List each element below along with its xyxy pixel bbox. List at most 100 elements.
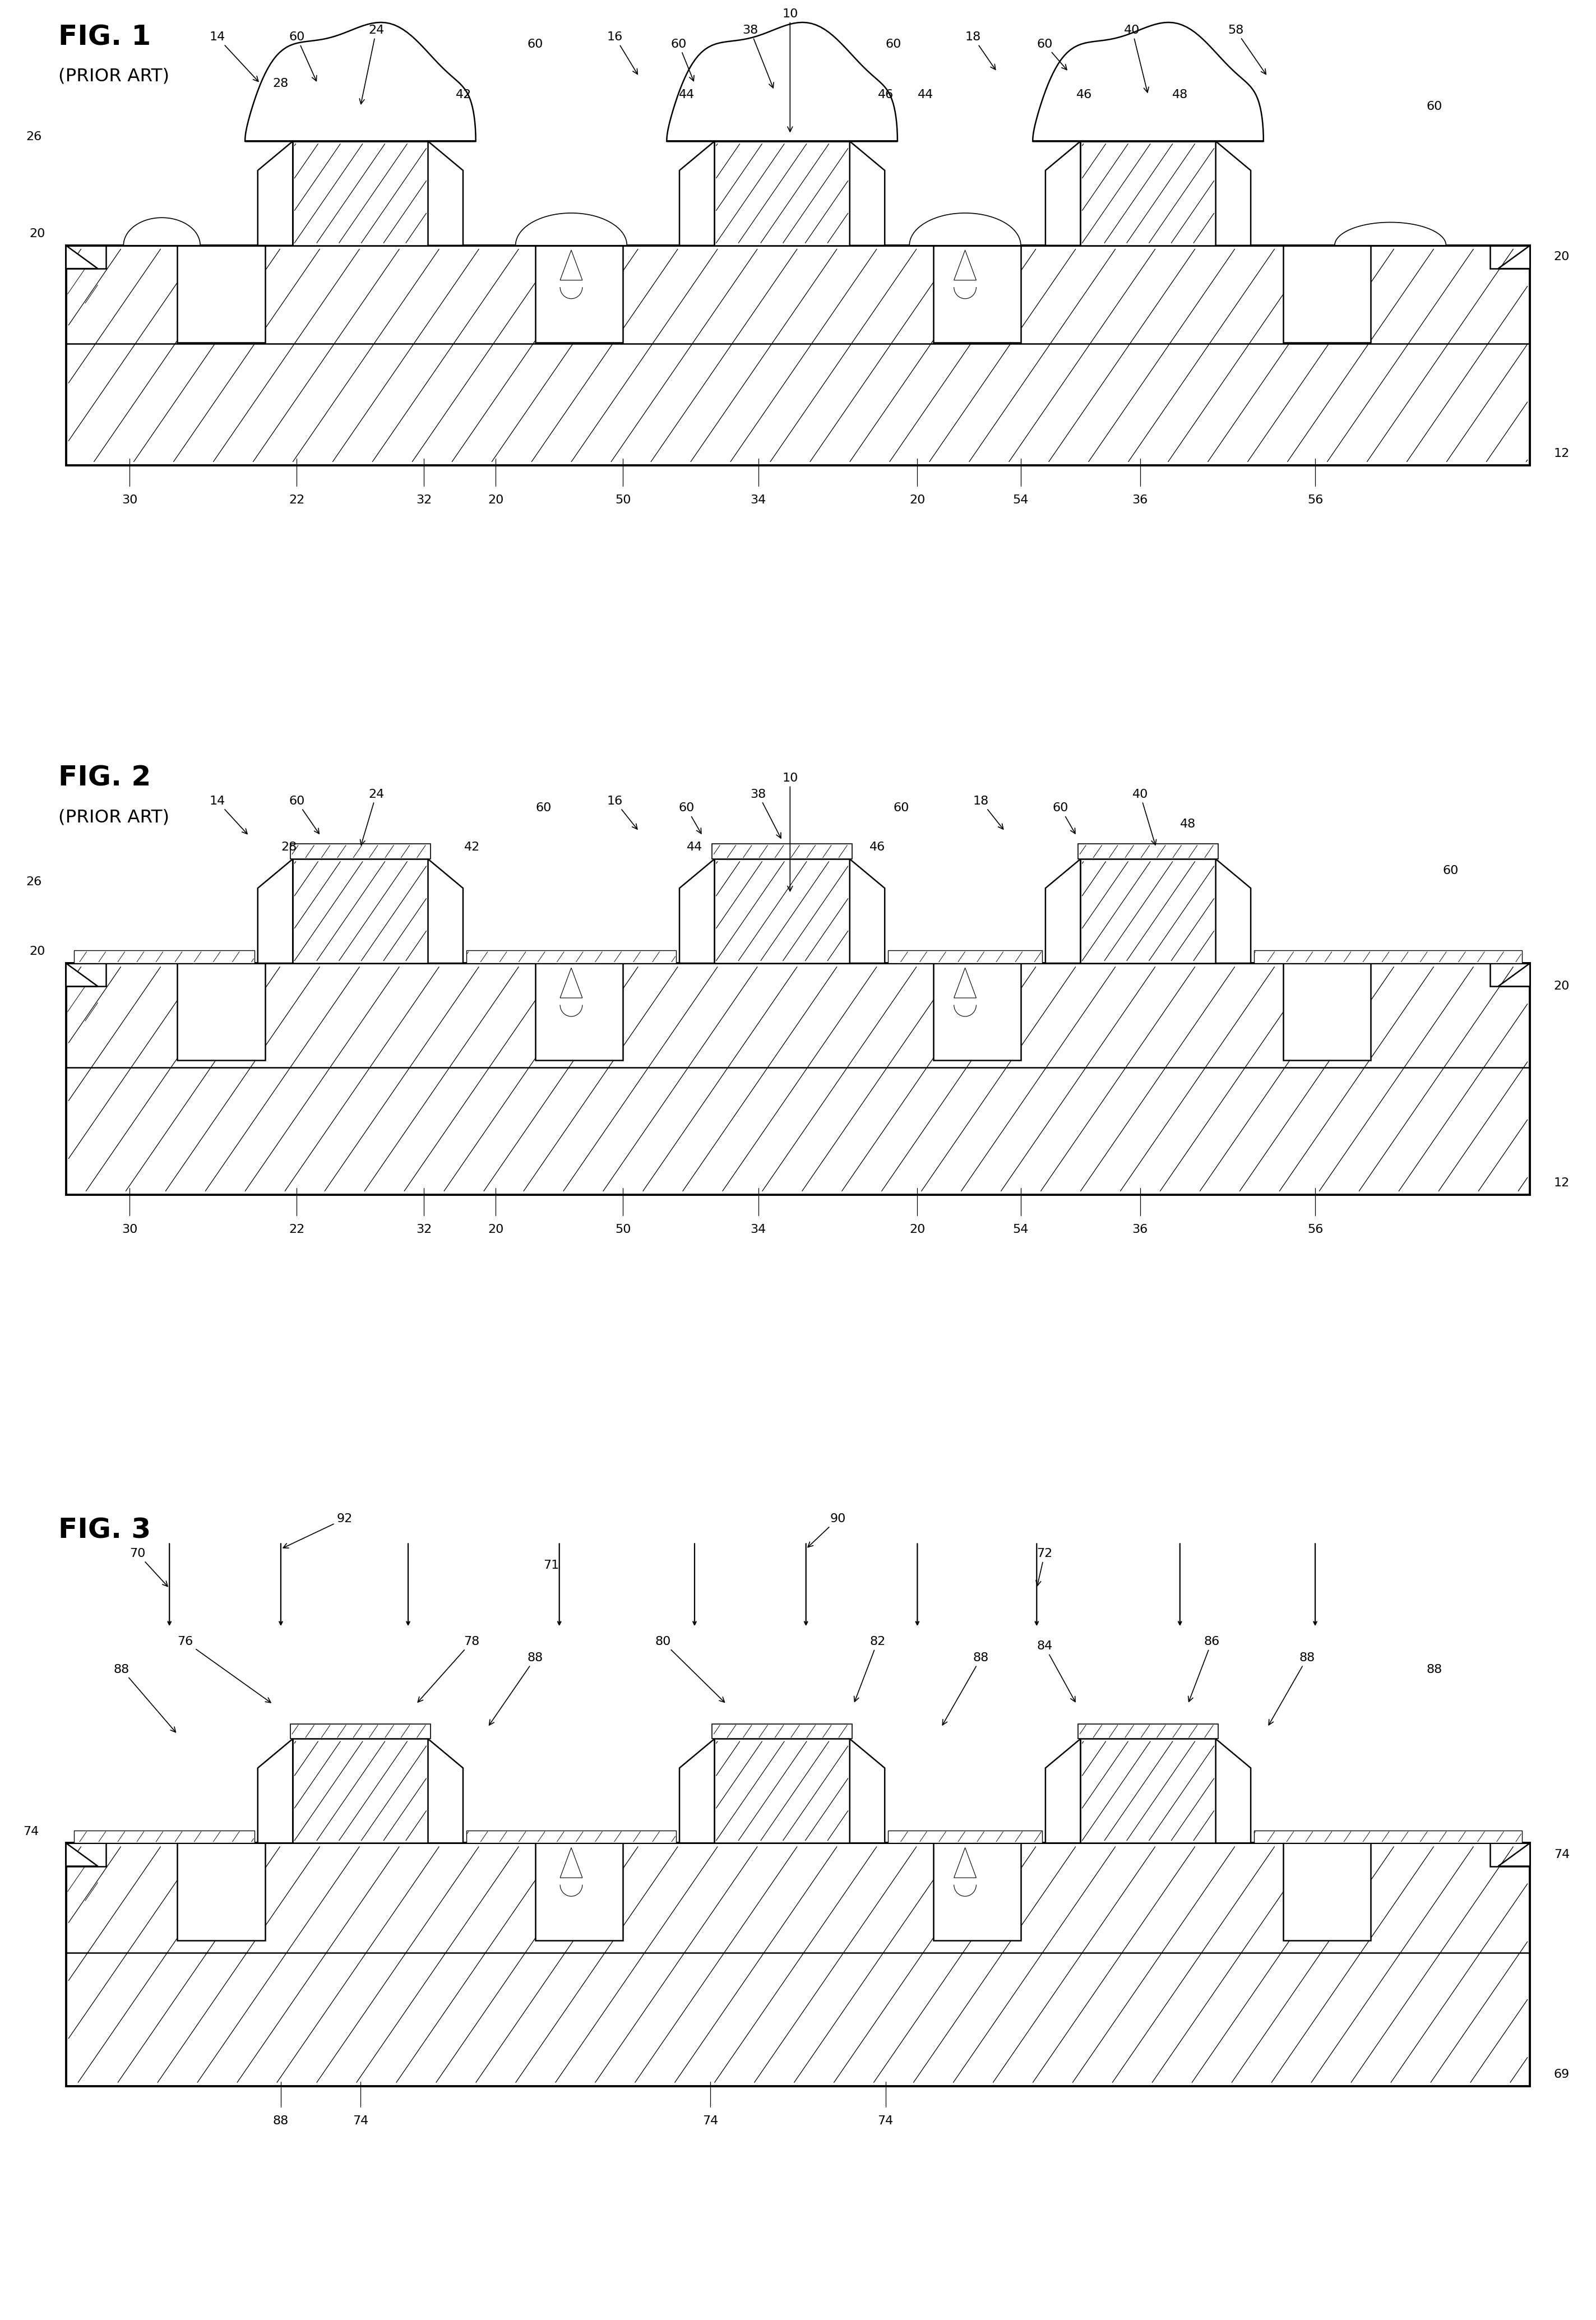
- Text: 16: 16: [606, 796, 637, 828]
- Polygon shape: [123, 218, 200, 246]
- Text: 20: 20: [1555, 251, 1570, 262]
- Text: 60: 60: [886, 39, 902, 49]
- Text: 36: 36: [1132, 494, 1148, 506]
- Text: 84: 84: [1037, 1640, 1076, 1703]
- Text: 60: 60: [289, 796, 319, 833]
- Polygon shape: [954, 967, 977, 998]
- Text: 38: 38: [750, 789, 780, 838]
- Text: 36: 36: [1132, 1225, 1148, 1234]
- Text: 14: 14: [209, 796, 247, 833]
- Polygon shape: [428, 142, 463, 246]
- Polygon shape: [1499, 963, 1531, 986]
- Bar: [177, 963, 265, 1060]
- Text: 90: 90: [808, 1513, 846, 1547]
- Text: 26: 26: [26, 877, 41, 889]
- Polygon shape: [954, 1847, 977, 1877]
- Text: 28: 28: [273, 79, 289, 88]
- Bar: [712, 844, 852, 858]
- Polygon shape: [667, 23, 897, 142]
- Text: 54: 54: [1013, 494, 1029, 506]
- Text: 60: 60: [527, 39, 543, 49]
- Polygon shape: [1216, 1738, 1251, 1842]
- Text: 86: 86: [1189, 1636, 1219, 1701]
- Bar: [1077, 1724, 1218, 1738]
- Bar: [1283, 963, 1371, 1060]
- Text: 60: 60: [670, 39, 694, 81]
- Text: 10: 10: [782, 9, 798, 132]
- Bar: [715, 142, 849, 246]
- Polygon shape: [1045, 858, 1080, 963]
- Text: 60: 60: [289, 32, 316, 81]
- Polygon shape: [516, 213, 627, 246]
- Bar: [887, 951, 1042, 963]
- Text: 40: 40: [1124, 26, 1149, 93]
- Bar: [466, 1830, 677, 1842]
- Polygon shape: [65, 1842, 97, 1865]
- Text: 60: 60: [894, 803, 910, 814]
- Text: 92: 92: [282, 1513, 353, 1547]
- Polygon shape: [680, 142, 715, 246]
- Text: 60: 60: [1037, 39, 1066, 70]
- Bar: [887, 1830, 1042, 1842]
- Text: 16: 16: [606, 32, 637, 74]
- Polygon shape: [1045, 142, 1080, 246]
- Text: 42: 42: [464, 842, 480, 854]
- Text: 28: 28: [281, 842, 297, 854]
- Polygon shape: [560, 967, 583, 998]
- Bar: [934, 963, 1021, 1060]
- Text: 20: 20: [910, 1225, 926, 1234]
- Text: FIG. 2: FIG. 2: [57, 766, 150, 791]
- Text: 40: 40: [1132, 789, 1156, 844]
- Polygon shape: [257, 1738, 292, 1842]
- Text: 88: 88: [273, 2116, 289, 2127]
- Polygon shape: [1499, 246, 1531, 269]
- Polygon shape: [1216, 858, 1251, 963]
- Text: 46: 46: [878, 90, 894, 100]
- Text: 88: 88: [943, 1652, 990, 1726]
- Text: 60: 60: [1427, 100, 1443, 111]
- Bar: [1283, 1842, 1371, 1940]
- Bar: [1077, 844, 1218, 858]
- Text: 42: 42: [456, 90, 472, 100]
- Polygon shape: [257, 142, 292, 246]
- Text: 32: 32: [417, 1225, 433, 1234]
- Text: 20: 20: [1555, 981, 1570, 993]
- Polygon shape: [910, 213, 1021, 246]
- Bar: [177, 1842, 265, 1940]
- Text: 72: 72: [1036, 1547, 1053, 1587]
- Text: 22: 22: [289, 494, 305, 506]
- Polygon shape: [954, 251, 977, 281]
- Bar: [73, 951, 254, 963]
- Polygon shape: [680, 1738, 715, 1842]
- Text: 20: 20: [29, 227, 45, 239]
- Polygon shape: [849, 1738, 884, 1842]
- Polygon shape: [65, 246, 97, 269]
- Text: 20: 20: [910, 494, 926, 506]
- Bar: [715, 1738, 849, 1842]
- Bar: [535, 1842, 622, 1940]
- Text: 44: 44: [918, 90, 934, 100]
- Text: 69: 69: [1555, 2069, 1570, 2081]
- Text: 12: 12: [1555, 1179, 1570, 1188]
- Text: 56: 56: [1307, 1225, 1323, 1234]
- Text: 78: 78: [418, 1636, 480, 1703]
- Text: 70: 70: [129, 1547, 168, 1587]
- Bar: [1080, 1738, 1216, 1842]
- Bar: [290, 1724, 431, 1738]
- Bar: [535, 246, 622, 343]
- Polygon shape: [849, 142, 884, 246]
- Bar: [712, 1724, 852, 1738]
- Text: 30: 30: [121, 494, 137, 506]
- Text: 18: 18: [974, 796, 1004, 828]
- Bar: [292, 858, 428, 963]
- Bar: [73, 1830, 254, 1842]
- Text: 30: 30: [121, 1225, 137, 1234]
- Text: 24: 24: [361, 789, 385, 844]
- Bar: [65, 246, 1531, 466]
- Text: FIG. 3: FIG. 3: [57, 1517, 150, 1543]
- Text: 74: 74: [702, 2116, 718, 2127]
- Text: 10: 10: [782, 773, 798, 891]
- Polygon shape: [428, 1738, 463, 1842]
- Text: 82: 82: [854, 1636, 886, 1701]
- Text: 26: 26: [26, 130, 41, 142]
